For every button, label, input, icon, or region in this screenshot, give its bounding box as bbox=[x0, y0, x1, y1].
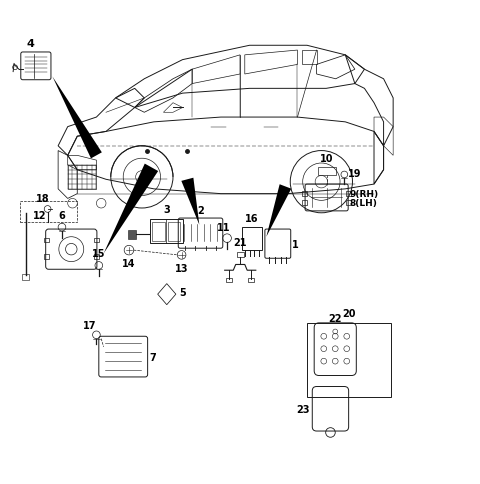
Text: 8(LH): 8(LH) bbox=[349, 198, 377, 207]
Text: 17: 17 bbox=[83, 320, 96, 331]
Bar bbox=[307, 323, 391, 397]
Bar bbox=[68, 166, 96, 189]
Bar bbox=[248, 279, 254, 283]
Text: 9(RH): 9(RH) bbox=[349, 190, 378, 199]
Bar bbox=[44, 238, 48, 243]
Bar bbox=[302, 191, 307, 196]
Bar bbox=[237, 253, 244, 257]
Bar bbox=[151, 220, 183, 243]
Text: 4: 4 bbox=[27, 39, 35, 48]
Bar bbox=[302, 201, 307, 206]
Bar bbox=[44, 255, 48, 260]
Text: 19: 19 bbox=[348, 168, 361, 178]
Bar bbox=[168, 223, 180, 241]
Bar bbox=[20, 201, 77, 223]
Text: 15: 15 bbox=[92, 249, 106, 259]
Bar bbox=[318, 167, 336, 176]
Bar bbox=[242, 227, 262, 251]
Text: 11: 11 bbox=[216, 223, 230, 232]
Bar bbox=[153, 223, 165, 241]
Polygon shape bbox=[266, 185, 291, 237]
Bar bbox=[94, 238, 99, 243]
Text: 3: 3 bbox=[163, 205, 170, 215]
Text: 22: 22 bbox=[328, 313, 342, 323]
Bar bbox=[226, 279, 232, 283]
Bar bbox=[94, 255, 99, 260]
Text: 5: 5 bbox=[180, 287, 186, 298]
Text: 1: 1 bbox=[292, 239, 299, 249]
Polygon shape bbox=[104, 164, 158, 254]
Text: 7: 7 bbox=[149, 352, 156, 362]
Bar bbox=[346, 191, 351, 196]
Polygon shape bbox=[52, 77, 102, 159]
Polygon shape bbox=[128, 230, 136, 240]
Text: 12: 12 bbox=[33, 211, 47, 221]
Text: 21: 21 bbox=[233, 238, 247, 248]
Text: 18: 18 bbox=[36, 194, 49, 204]
Text: 13: 13 bbox=[175, 263, 188, 273]
Text: 23: 23 bbox=[296, 404, 310, 414]
Polygon shape bbox=[181, 178, 199, 225]
Bar bbox=[22, 274, 29, 280]
Text: 6: 6 bbox=[59, 211, 65, 221]
Text: 2: 2 bbox=[197, 206, 204, 216]
Text: 16: 16 bbox=[245, 214, 259, 224]
Bar bbox=[346, 201, 351, 206]
Text: 14: 14 bbox=[122, 259, 136, 269]
Text: 20: 20 bbox=[342, 308, 356, 318]
Text: 10: 10 bbox=[320, 154, 334, 164]
